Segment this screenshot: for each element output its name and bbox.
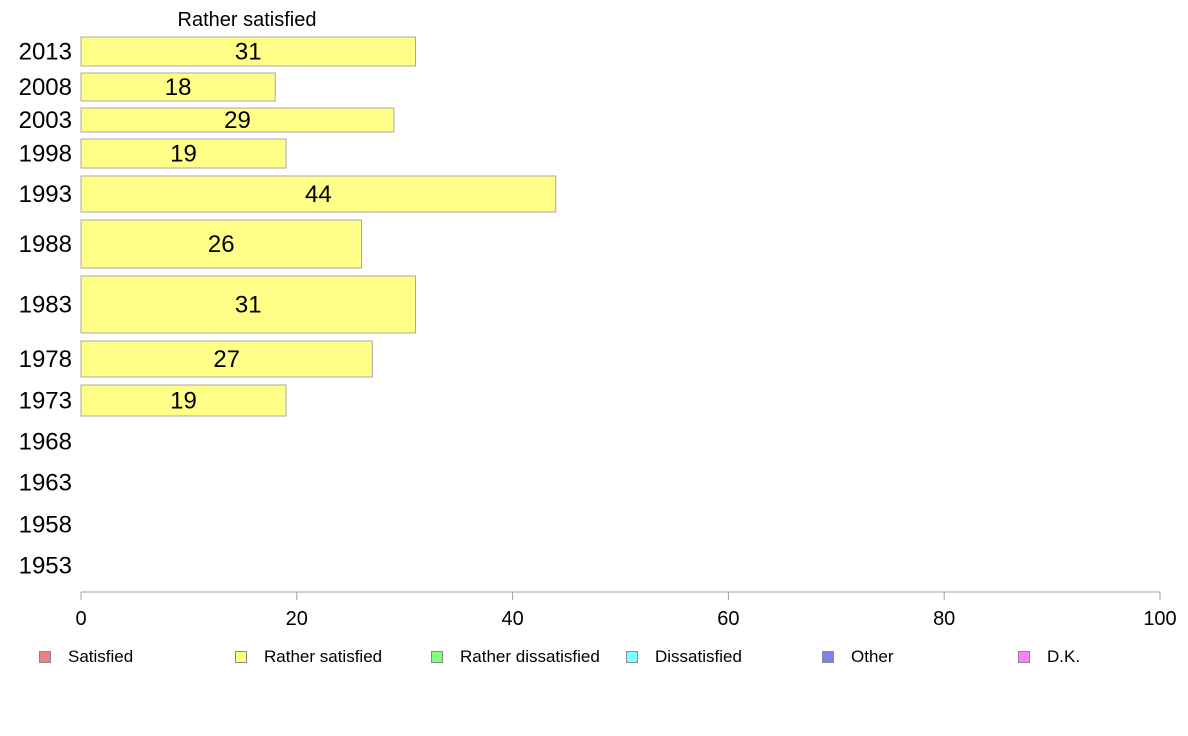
bar — [80, 275, 416, 334]
legend-item: Satisfied — [39, 646, 133, 668]
bar — [80, 384, 287, 417]
x-axis: 0 20 40 60 80 100 — [75, 591, 1177, 630]
bar-value-label: 27 — [213, 346, 240, 373]
x-tick-label: 100 — [1143, 608, 1176, 630]
y-axis-labels: 2013 2008 2003 1998 1993 1988 1983 1978 1973 1968… — [19, 39, 72, 580]
legend-item: Dissatisfied — [626, 646, 742, 668]
y-tick-label: 1968 — [19, 429, 72, 456]
legend-swatch — [626, 651, 638, 663]
bar — [80, 340, 373, 378]
x-tick-label: 40 — [501, 608, 523, 630]
y-tick-label: 1993 — [19, 181, 72, 208]
bar — [80, 175, 557, 213]
legend-label: Dissatisfied — [655, 647, 742, 666]
legend-item: Rather satisfied — [235, 646, 382, 668]
bar — [80, 107, 395, 133]
legend-swatch — [822, 651, 834, 663]
y-tick-label: 1983 — [19, 292, 72, 319]
bar — [80, 36, 416, 67]
bars-group: 31 18 29 19 44 26 31 27 19 — [80, 36, 557, 417]
legend-item: Other — [822, 646, 894, 668]
legend-swatch — [1018, 651, 1030, 663]
y-tick-label: 1958 — [19, 512, 72, 539]
y-tick-label: 2003 — [19, 107, 72, 134]
y-tick-label: 2008 — [19, 74, 72, 101]
bar-value-label: 31 — [235, 39, 262, 66]
legend: Satisfied Rather satisfied Rather dissatis… — [0, 646, 1188, 668]
x-tick-label: 80 — [933, 608, 955, 630]
bar-value-label: 26 — [208, 231, 235, 258]
x-tick-label: 60 — [717, 608, 739, 630]
y-tick-label: 1988 — [19, 231, 72, 258]
legend-label: Satisfied — [68, 647, 134, 666]
bar-value-label: 18 — [165, 74, 192, 101]
legend-item: D.K. — [1018, 646, 1080, 668]
y-tick-label: 1998 — [19, 141, 72, 168]
legend-label: D.K. — [1047, 647, 1081, 666]
legend-label: Other — [851, 647, 894, 666]
bar — [80, 138, 287, 169]
y-tick-label: 1973 — [19, 388, 72, 415]
y-tick-label: 1963 — [19, 470, 72, 497]
bar — [80, 219, 363, 269]
legend-swatch — [431, 651, 443, 663]
y-tick-label: 2013 — [19, 39, 72, 66]
bar-value-label: 44 — [305, 181, 332, 208]
bar-value-label: 31 — [235, 292, 262, 319]
bar-value-label: 19 — [170, 141, 197, 168]
y-tick-label: 1978 — [19, 346, 72, 373]
legend-label: Rather dissatisfied — [460, 647, 600, 666]
legend-label: Rather satisfied — [264, 647, 383, 666]
chart-title: Rather satisfied — [178, 9, 317, 31]
x-tick-label: 20 — [286, 608, 308, 630]
x-tick-label: 0 — [75, 608, 86, 630]
y-tick-label: 1953 — [19, 553, 72, 580]
legend-swatch — [235, 651, 247, 663]
bar-value-label: 29 — [224, 107, 251, 134]
legend-swatch — [39, 651, 51, 663]
legend-item: Rather dissatisfied — [431, 646, 600, 668]
bar — [80, 72, 276, 102]
bar-value-label: 19 — [170, 388, 197, 415]
